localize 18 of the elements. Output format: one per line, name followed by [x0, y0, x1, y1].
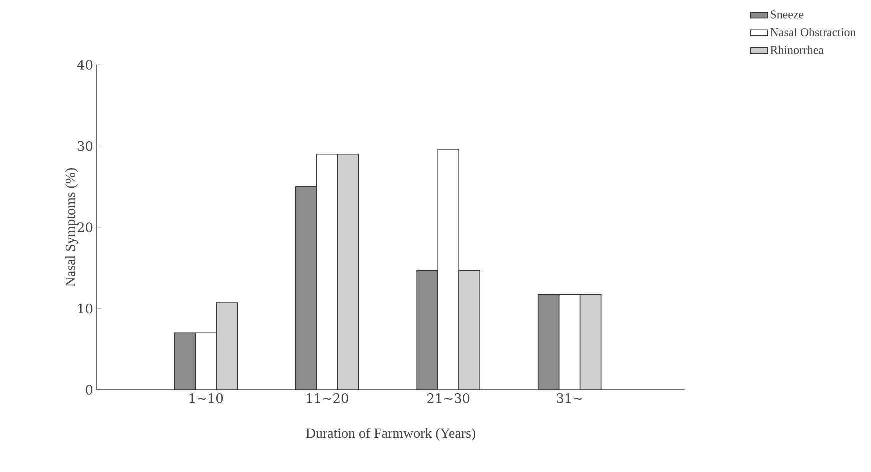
x-tick-label: 31∼	[557, 394, 582, 404]
bar	[337, 154, 360, 390]
y-tick-label: 10	[78, 304, 93, 314]
bar	[580, 294, 602, 390]
y-tick-label: 40	[77, 60, 93, 70]
legend-label: Nasal Obstraction	[770, 28, 856, 36]
bar	[458, 270, 480, 390]
legend-label: Rhinorrhea	[770, 46, 824, 54]
bar	[216, 302, 238, 390]
y-tick-label: 20	[78, 222, 93, 232]
x-tick-label: 11∼20	[307, 394, 348, 404]
legend-label: Sneeze	[771, 10, 804, 19]
y-tick-label: 0	[86, 385, 93, 395]
x-tick-label: 1∼10	[190, 394, 224, 404]
y-tick-label: 30	[78, 141, 93, 152]
x-axis-title: Duration of Farmwork (Years)	[306, 428, 476, 441]
y-axis-title: Nasal Symptoms (%)	[65, 168, 78, 287]
x-tick-label: 21∼30	[428, 394, 470, 404]
